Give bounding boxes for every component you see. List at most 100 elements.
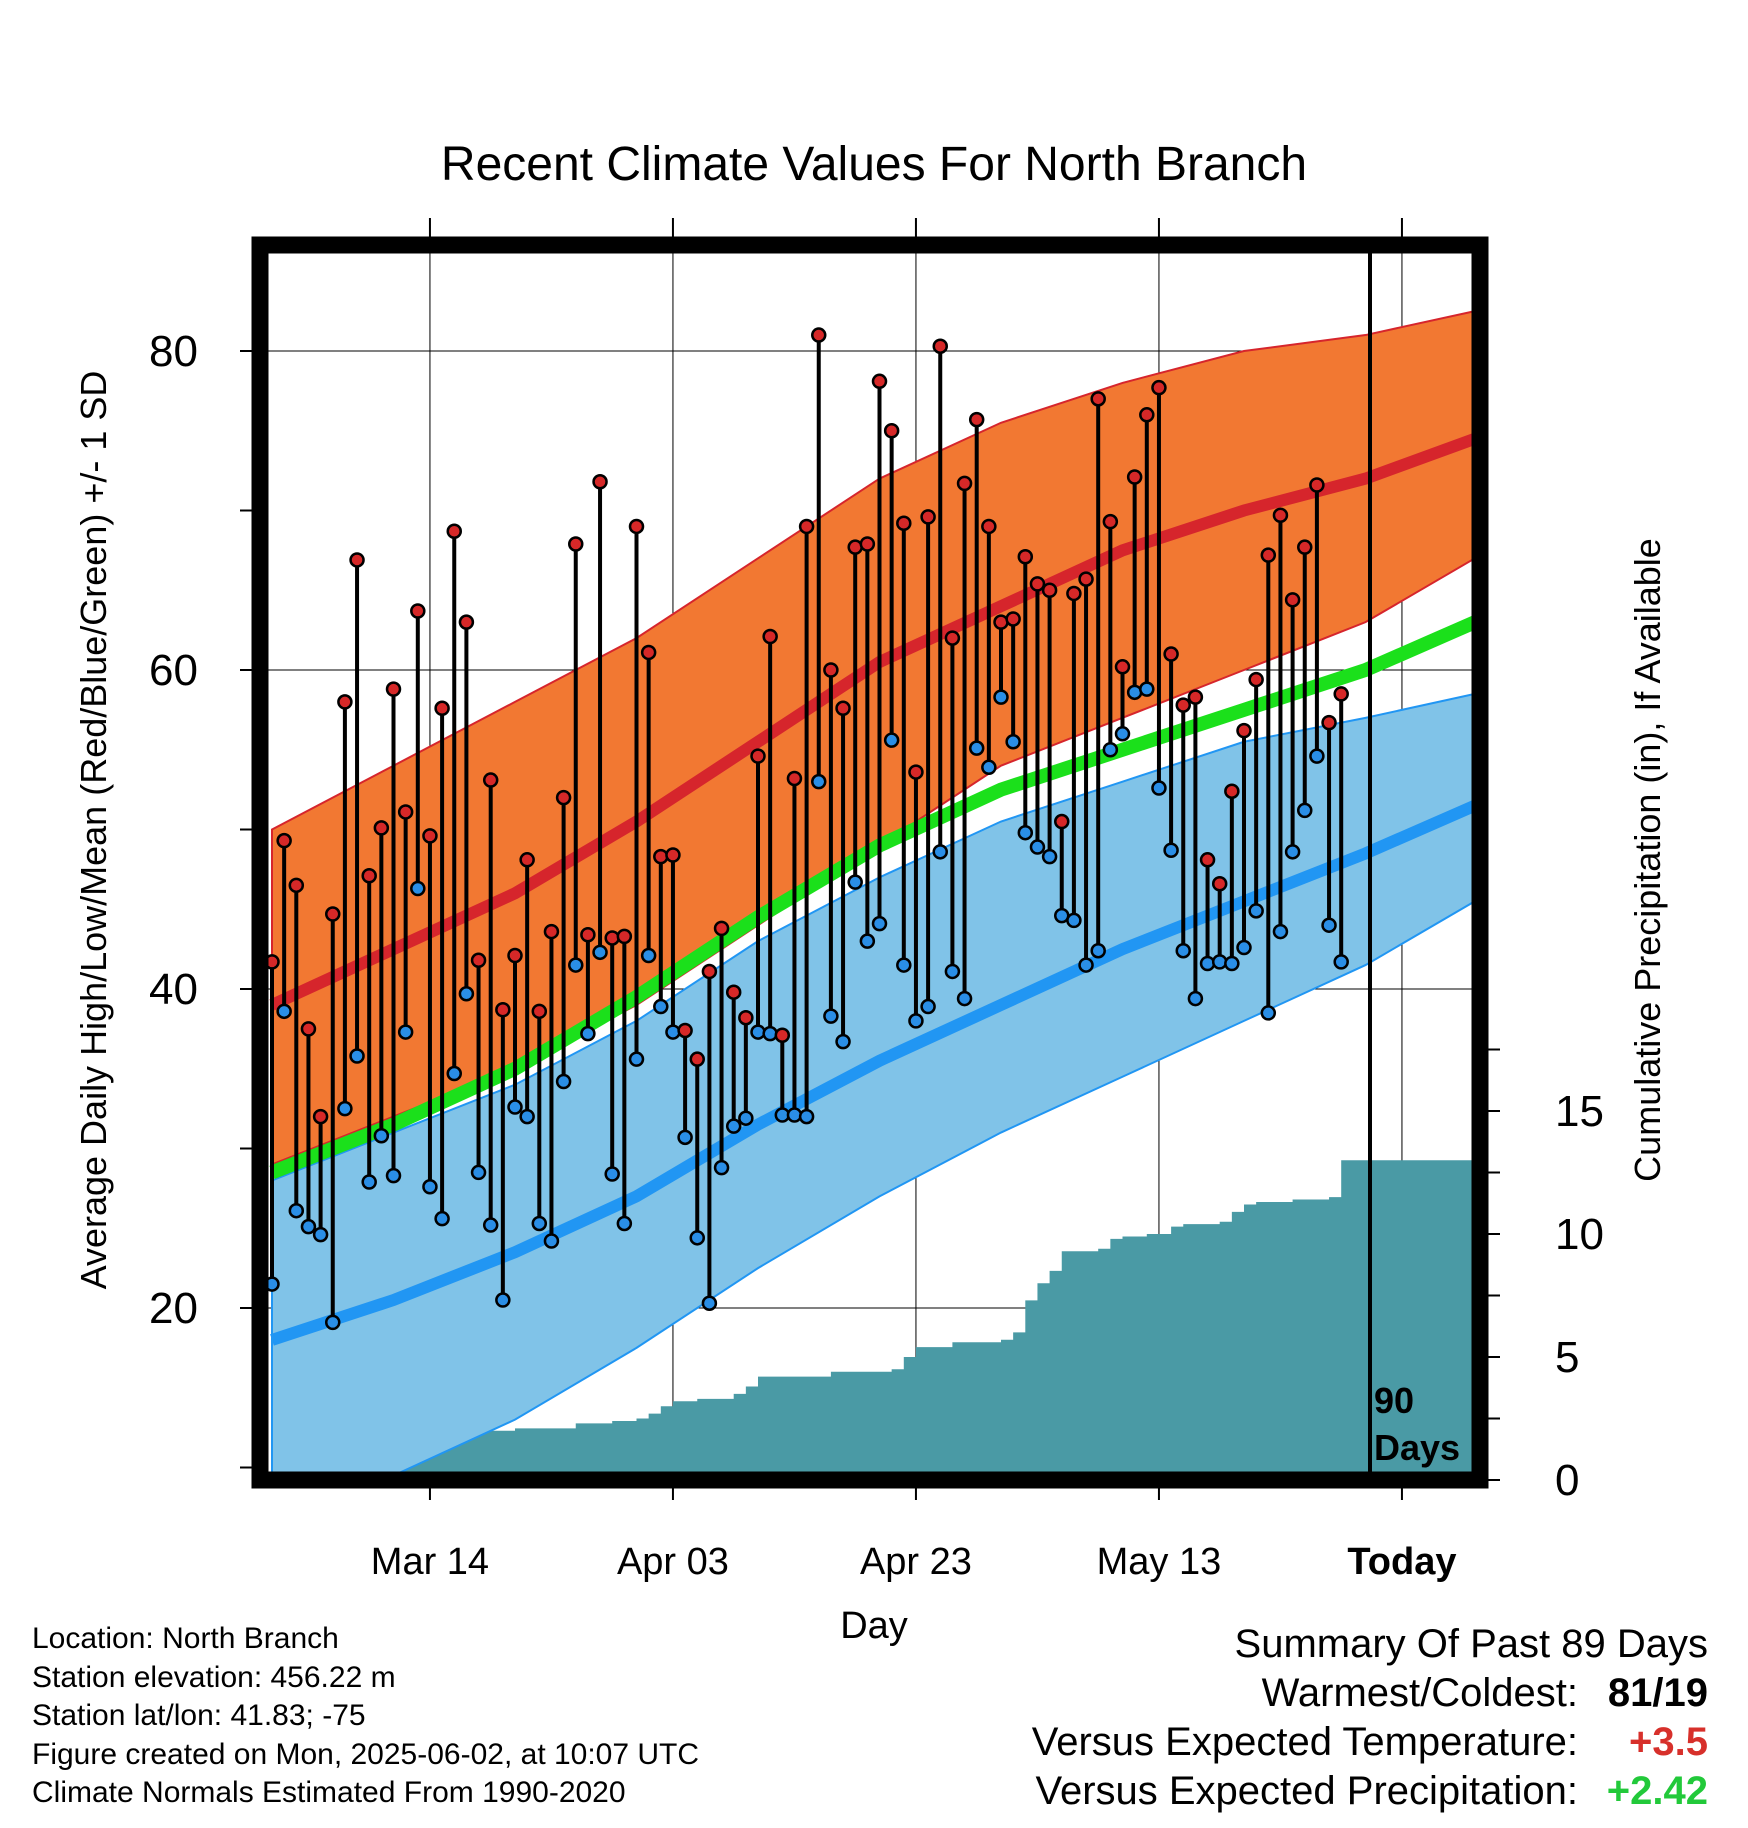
low-point [531,1215,548,1232]
low-point [823,1008,839,1024]
high-point [422,828,438,844]
precipitation-cumulative-area [272,1160,1475,1480]
high-point [896,515,912,532]
low-point [592,944,608,961]
low-point [713,1159,730,1176]
high-point [1102,513,1119,530]
low-point [786,1107,803,1123]
warmest-value: 81 [1607,1671,1653,1715]
high-point [1066,585,1082,602]
low-point [300,1218,317,1235]
low-point [1102,742,1119,758]
temp-departure-value: +3.5 [1629,1720,1708,1764]
coldest-value: 19 [1663,1671,1709,1715]
low-point [568,957,584,973]
high-point [1163,646,1179,662]
y2-tick-label: 10 [1555,1210,1604,1259]
precip-departure-label: Versus Expected Precipitation: [1035,1769,1578,1813]
high-point [1005,611,1021,627]
low-point [519,1108,535,1125]
low-point [1333,954,1349,970]
low-point [1187,990,1204,1007]
high-point [932,338,948,354]
low-point [555,1073,572,1090]
high-point [1029,576,1046,592]
high-point [397,804,414,820]
high-point [580,927,596,943]
low-point [422,1179,438,1195]
x-tick-label: Apr 03 [617,1541,729,1583]
high-point [713,920,730,937]
high-point [628,518,645,535]
temp-departure-label: Versus Expected Temperature: [1031,1720,1578,1764]
low-point [1297,802,1313,819]
low-point [1066,912,1082,929]
high-point [1211,875,1228,892]
today-days-number: 90 [1374,1380,1414,1421]
high-point [1224,783,1240,799]
high-point [410,603,426,619]
high-point [750,748,766,764]
low-point [312,1226,329,1243]
high-point [1126,469,1143,485]
high-point [1187,689,1204,705]
y2-tick-label: 0 [1555,1456,1579,1505]
low-point [1321,917,1337,933]
high-point [276,832,292,849]
high-point [1272,507,1289,524]
high-point [1151,379,1167,396]
high-point [811,327,827,343]
low-point [908,1013,924,1029]
low-point [1175,942,1191,959]
high-point [1090,391,1106,407]
y2-tick-label: 15 [1555,1087,1604,1136]
normals-text: Climate Normals Estimated From 1990-2020 [32,1776,626,1809]
low-point [361,1174,377,1190]
low-point [738,1110,754,1126]
high-point [300,1021,317,1037]
low-point [1139,681,1155,697]
high-point [859,536,876,552]
high-point [470,952,487,969]
x-tick-label: Apr 23 [860,1541,972,1583]
low-point [470,1164,487,1181]
location-text: Location: North Branch [32,1622,339,1655]
low-point [1005,734,1021,750]
high-point [1199,852,1216,868]
low-point [543,1233,560,1249]
high-point [762,628,778,645]
high-point [555,789,572,806]
y-tick-label: 20 [149,1284,198,1333]
high-point [1260,547,1277,563]
high-point [446,523,462,539]
low-point [896,957,912,973]
low-point [628,1051,645,1067]
high-point [312,1108,329,1125]
low-point [1017,824,1034,841]
low-point [397,1024,414,1040]
high-point [1248,671,1264,688]
high-point [1114,659,1131,675]
plot-frame [251,236,1489,1489]
low-point [689,1230,705,1246]
low-point [677,1129,693,1146]
daily-range-stems [270,335,1344,1323]
high-point [798,518,815,535]
station-info: Location: North Branch Station elevation… [32,1620,699,1813]
high-point [337,694,353,710]
temp-departure-row: Versus Expected Temperature: +3.5 [1032,1718,1708,1767]
high-point [1321,714,1337,731]
low-point [640,947,657,964]
high-point [349,552,365,568]
x-tick-label: Today [1347,1541,1456,1583]
high-point [373,820,390,836]
low-point [1163,842,1179,858]
summary-panel: Summary Of Past 89 Days Warmest/Coldest:… [1032,1620,1708,1816]
high-point [738,1009,754,1026]
low-point [1029,839,1046,855]
high-point [689,1051,705,1067]
low-point [968,740,985,756]
low-point [325,1314,341,1331]
chart-title: Recent Climate Values For North Branch [441,138,1307,191]
low-point [835,1033,851,1050]
